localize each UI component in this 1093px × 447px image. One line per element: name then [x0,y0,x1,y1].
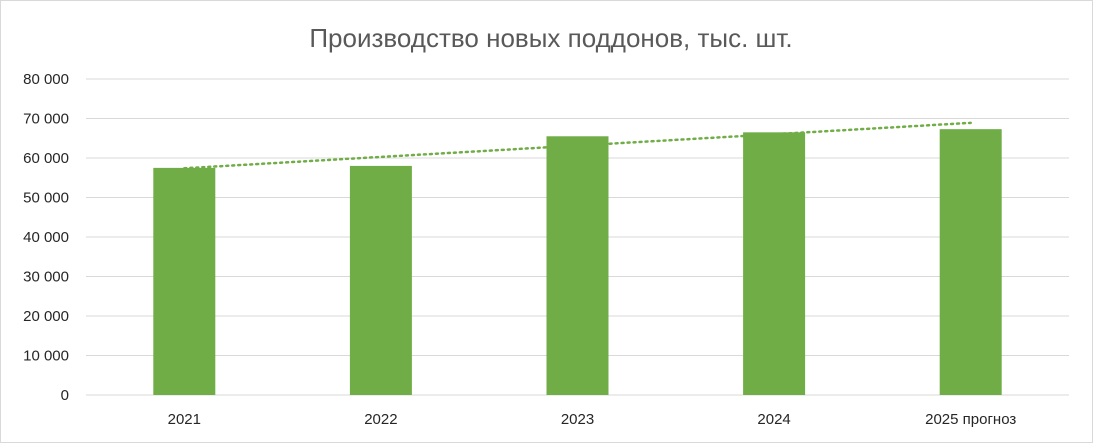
bar [939,129,1002,396]
y-axis-labels: 0 10 000 20 000 30 000 40 000 50 000 60 000 70 … [23,71,69,404]
x-tick-label: 2024 [757,411,790,428]
y-tick-label: 30 000 [23,269,69,286]
x-axis-labels: 2021 2022 2023 2024 2025 прогноз [168,411,1017,428]
y-tick-label: 40 000 [23,229,69,246]
bar [743,132,806,395]
x-tick-label: 2021 [168,411,201,428]
y-tick-label: 80 000 [23,71,69,88]
trendline [183,121,972,170]
y-tick-label: 10 000 [23,348,69,365]
y-tick-label: 20 000 [23,308,69,325]
trendline-group [183,121,972,170]
bars [153,129,1002,396]
y-tick-label: 60 000 [23,150,69,167]
x-tick-label: 2025 прогноз [925,411,1016,428]
chart-title: Производство новых поддонов, тыс. шт. [309,23,792,53]
bar [153,167,216,395]
y-tick-label: 70 000 [23,111,69,128]
bar [546,136,609,395]
y-tick-label: 50 000 [23,190,69,207]
bar [349,165,412,395]
y-tick-label: 0 [61,387,69,404]
x-tick-label: 2023 [561,411,594,428]
x-tick-label: 2022 [364,411,397,428]
